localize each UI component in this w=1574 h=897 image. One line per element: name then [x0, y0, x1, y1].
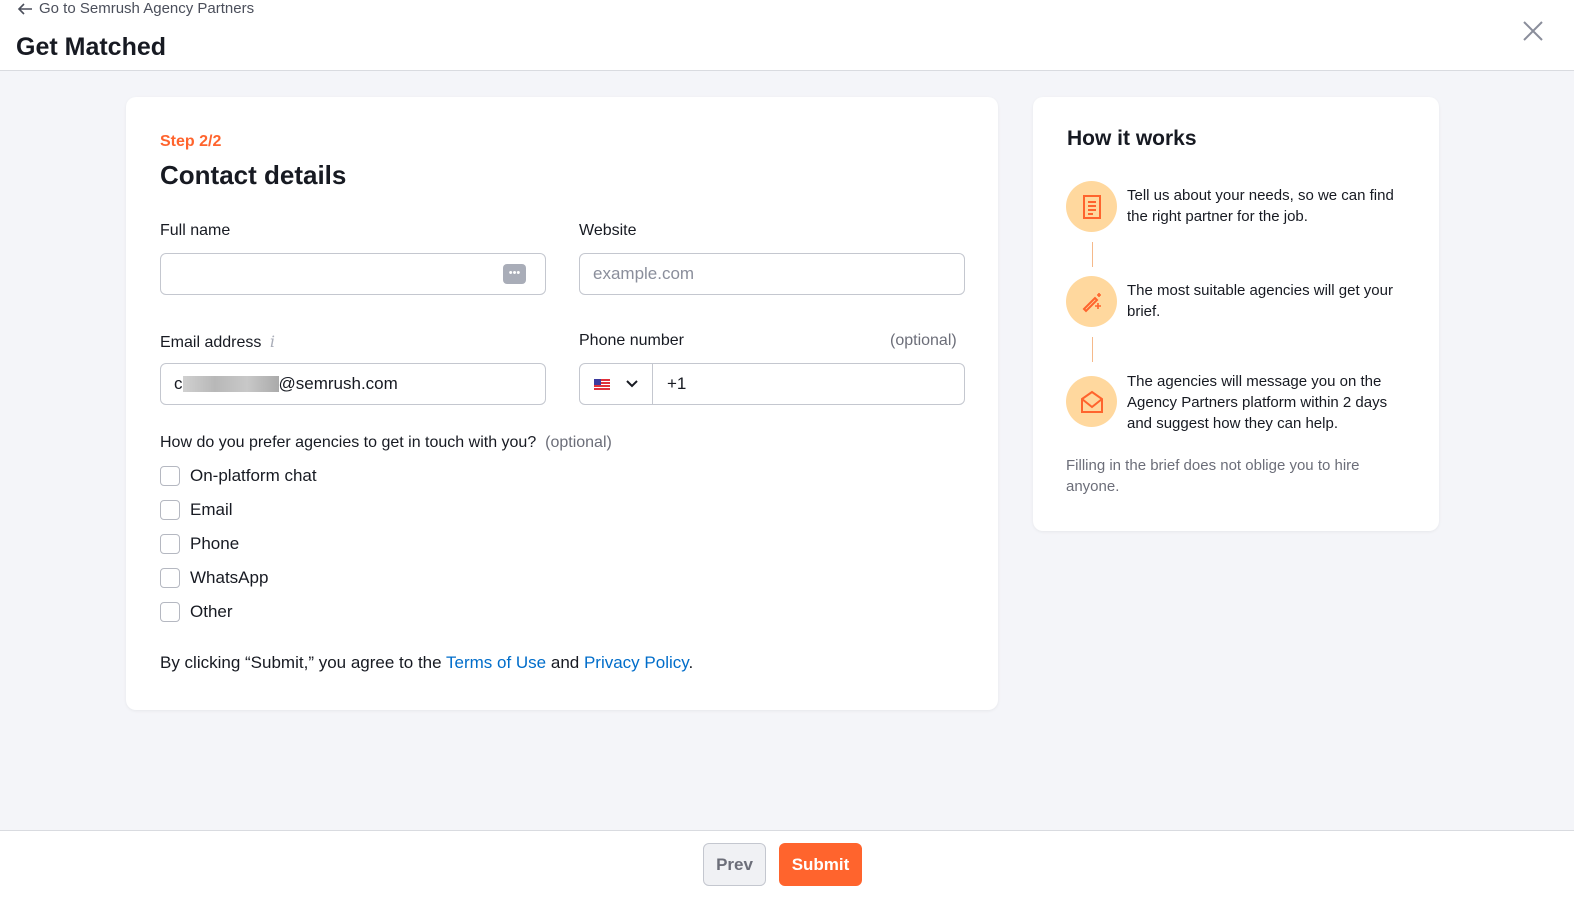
checkbox-email[interactable]: Email [160, 500, 233, 520]
checkbox-label: WhatsApp [190, 568, 269, 587]
document-icon [1066, 181, 1117, 232]
envelope-open-icon [1066, 376, 1117, 427]
disclaimer-note: Filling in the brief does not oblige you… [1066, 457, 1360, 495]
magic-wand-icon [1066, 276, 1117, 327]
checkbox[interactable] [160, 500, 180, 520]
contact-optional: (optional) [545, 434, 612, 451]
footer-bar: Prev Submit [0, 830, 1574, 897]
checkbox-on-platform-chat[interactable]: On-platform chat [160, 466, 317, 486]
full-name-input[interactable]: ••• [160, 253, 546, 295]
how-step: Tell us about your needs, so we can find… [1066, 181, 1416, 232]
privacy-policy-link[interactable]: Privacy Policy [583, 653, 689, 672]
checkbox-label: On-platform chat [190, 466, 317, 485]
checkbox-other[interactable]: Other [160, 602, 233, 622]
form-title: Contact details [160, 160, 347, 190]
close-icon[interactable] [1520, 18, 1546, 44]
website-label: Website [579, 222, 637, 239]
country-select[interactable] [580, 364, 653, 404]
how-it-works-title: How it works [1067, 127, 1197, 150]
submit-button[interactable]: Submit [779, 843, 862, 886]
checkbox-label: Other [190, 602, 233, 621]
terms-text: By clicking “Submit,” you agree to the T… [160, 653, 693, 673]
checkbox[interactable] [160, 534, 180, 554]
terms-and: and [546, 653, 584, 672]
how-step-text: The agencies will message you on the Age… [1127, 373, 1388, 432]
email-input[interactable]: c @semrush.com [160, 363, 546, 405]
phone-label: Phone number [579, 332, 684, 349]
prev-button[interactable]: Prev [703, 843, 766, 886]
email-label: Email address i [160, 332, 275, 352]
checkbox[interactable] [160, 602, 180, 622]
step-connector [1092, 242, 1093, 267]
blurred-region [182, 376, 279, 392]
chevron-down-icon [626, 380, 638, 388]
step-indicator: Step 2/2 [160, 133, 222, 150]
back-link[interactable]: Go to Semrush Agency Partners [17, 0, 254, 17]
email-label-text: Email address [160, 334, 262, 351]
email-prefix: c [174, 374, 183, 393]
full-name-label: Full name [160, 222, 231, 239]
how-step: The most suitable agencies will get your… [1066, 276, 1416, 327]
info-icon[interactable]: i [269, 332, 275, 351]
checkbox-label: Email [190, 500, 233, 519]
checkbox-phone[interactable]: Phone [160, 534, 239, 554]
how-it-works-card: How it works Tell us about your needs, s… [1033, 97, 1439, 531]
email-suffix: @semrush.com [278, 374, 398, 393]
phone-input[interactable]: +1 [667, 374, 687, 393]
step-connector [1092, 337, 1093, 362]
phone-input-group: +1 [579, 363, 965, 405]
arrow-left-icon [17, 2, 32, 15]
back-link-label: Go to Semrush Agency Partners [39, 0, 255, 17]
how-step-text: The most suitable agencies will get your… [1127, 282, 1393, 320]
checkbox-whatsapp[interactable]: WhatsApp [160, 568, 268, 588]
terms-end: . [688, 653, 694, 672]
terms-of-use-link[interactable]: Terms of Use [446, 653, 547, 672]
how-step-text: Tell us about your needs, so we can find… [1127, 187, 1394, 225]
top-bar: Go to Semrush Agency Partners Get Matche… [0, 0, 1574, 71]
website-input[interactable]: example.com [579, 253, 965, 295]
checkbox-label: Phone [190, 534, 240, 553]
phone-optional: (optional) [890, 332, 957, 349]
how-step: The agencies will message you on the Age… [1066, 371, 1416, 434]
us-flag-icon [594, 378, 610, 390]
contact-question: How do you prefer agencies to get in tou… [160, 434, 612, 452]
page-title: Get Matched [16, 33, 167, 61]
checkbox[interactable] [160, 568, 180, 588]
contact-question-text: How do you prefer agencies to get in tou… [160, 434, 537, 451]
autofill-icon[interactable]: ••• [503, 264, 526, 284]
terms-pre: By clicking “Submit,” you agree to the [160, 653, 446, 672]
checkbox[interactable] [160, 466, 180, 486]
contact-form-card: Step 2/2 Contact details Full name ••• W… [126, 97, 998, 710]
